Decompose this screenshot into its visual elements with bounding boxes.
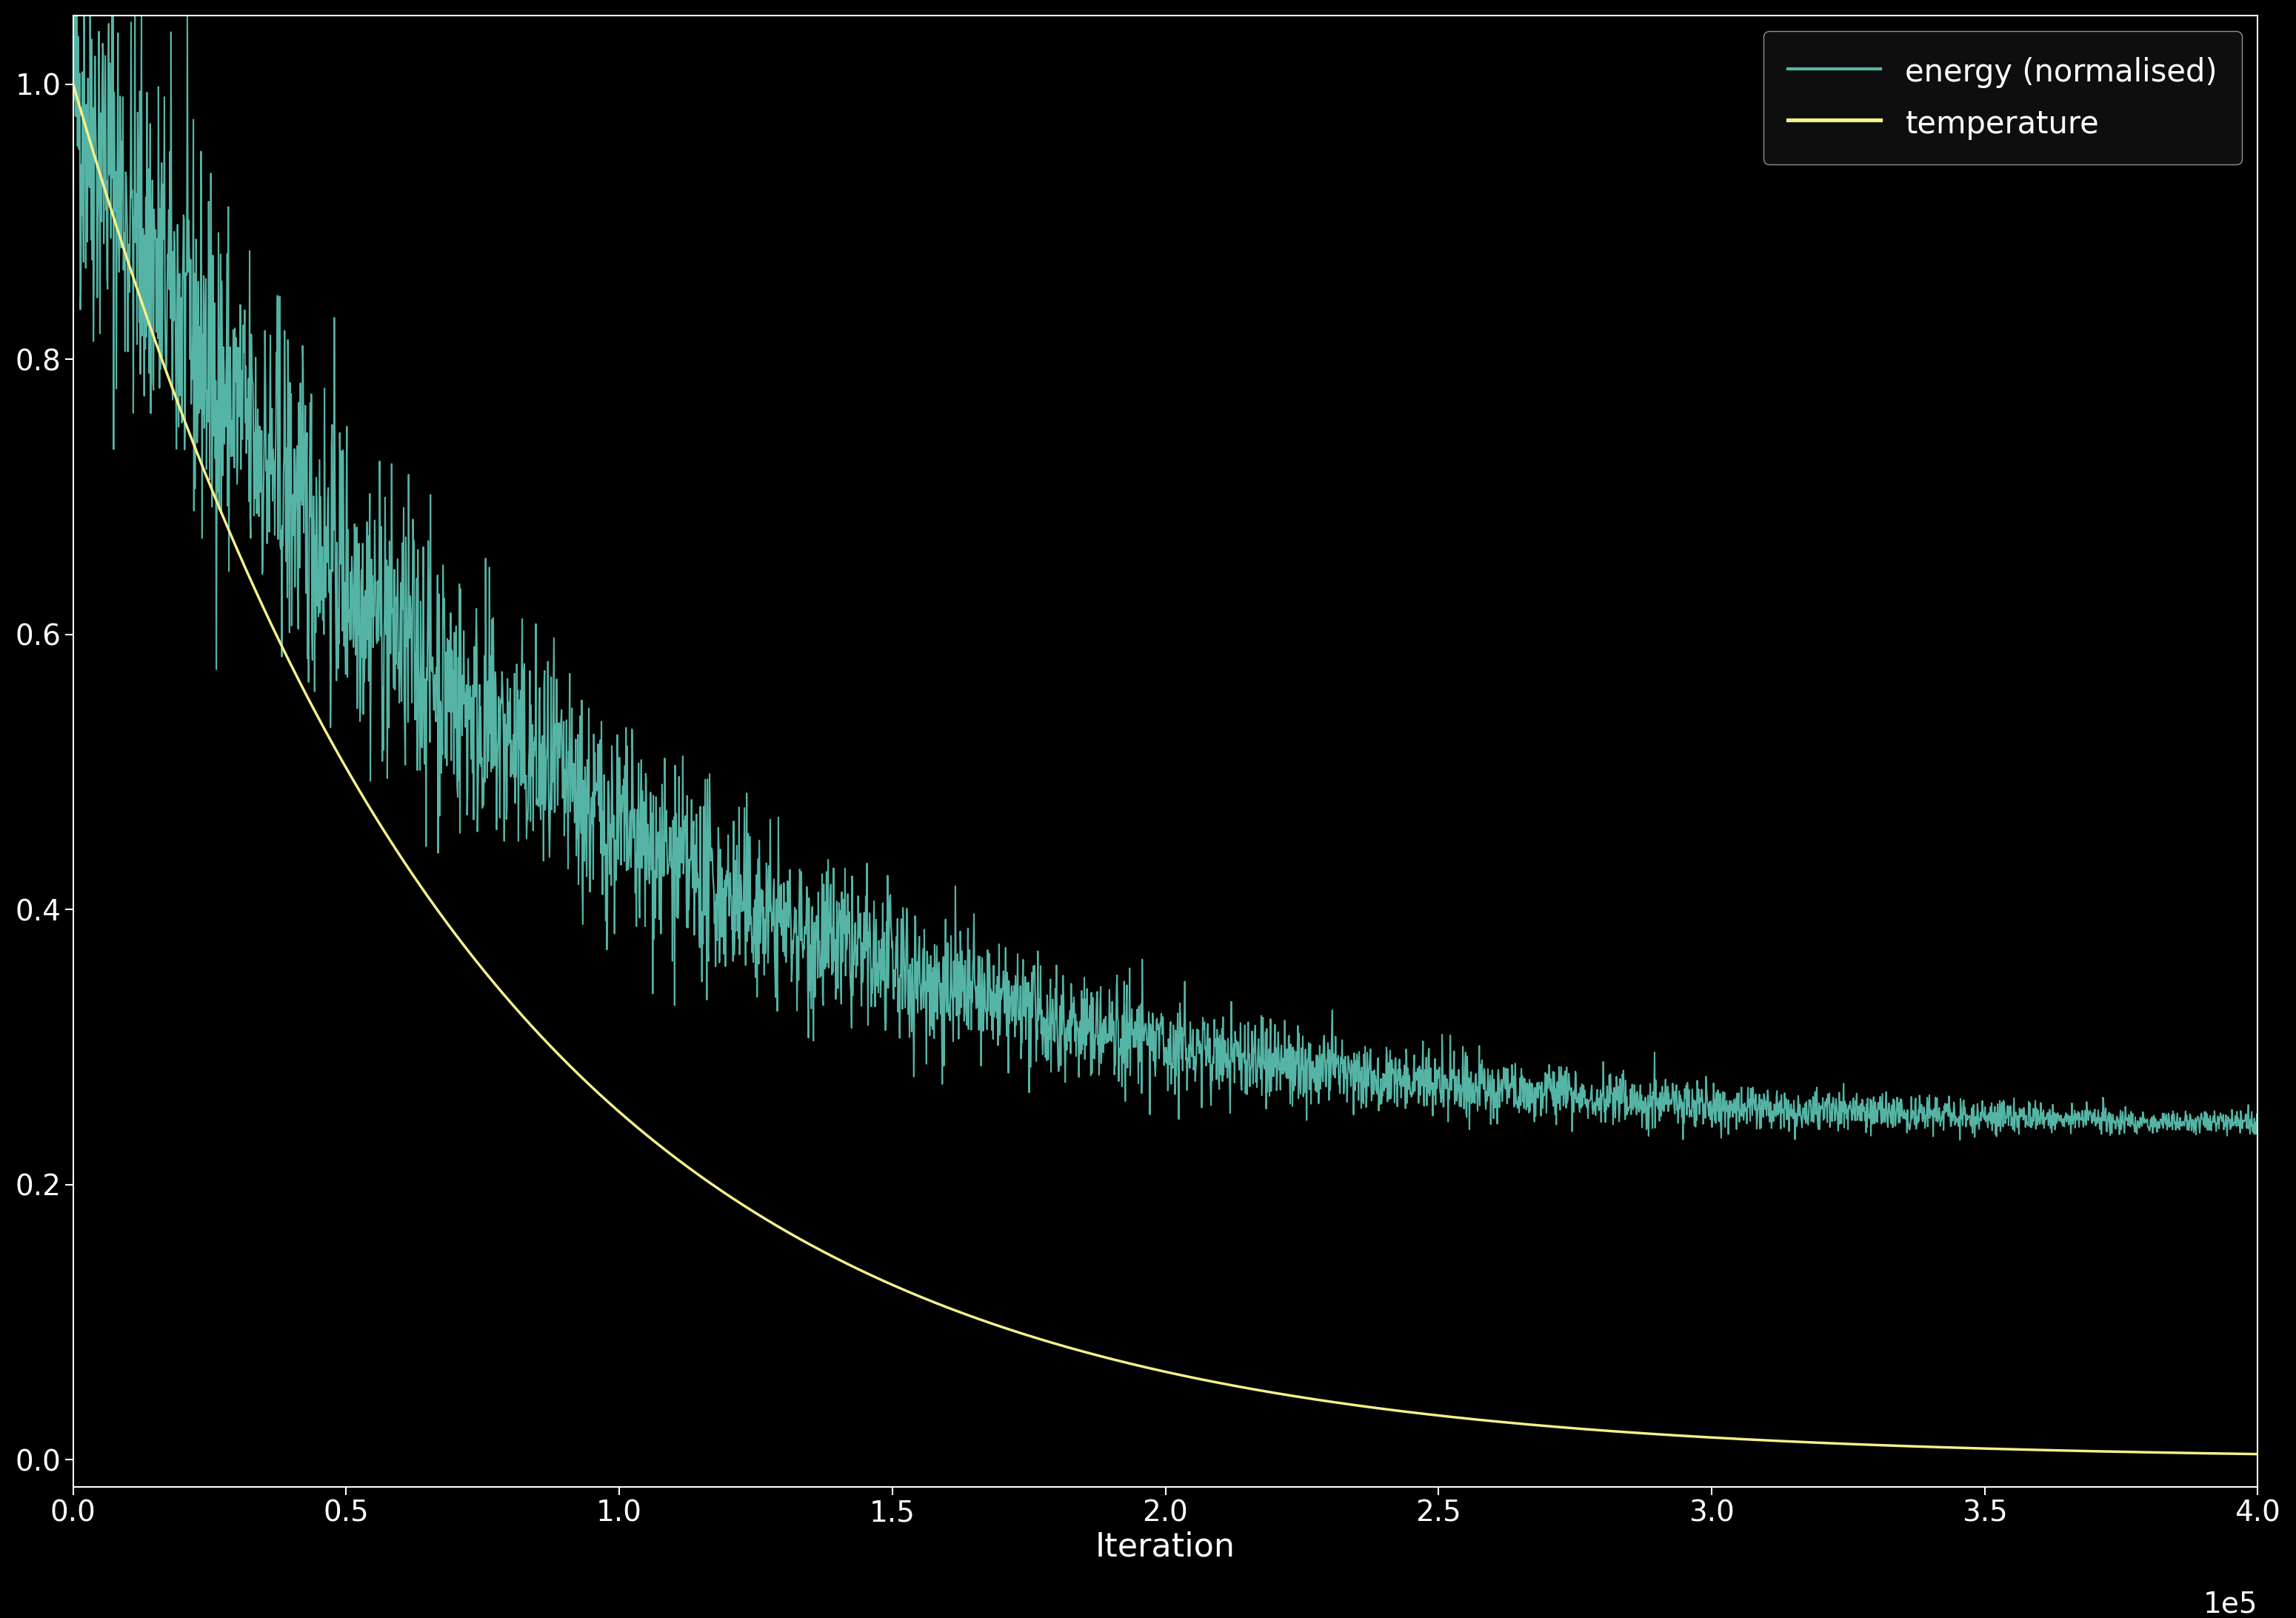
energy (normalised) bbox=[1097, 1032, 1125, 1052]
temperature bbox=[2069, 1442, 2096, 1461]
energy (normalised) bbox=[2069, 1110, 2096, 1129]
Legend: energy (normalised), temperature: energy (normalised), temperature bbox=[1763, 31, 2243, 165]
energy (normalised) bbox=[1646, 1097, 1674, 1116]
temperature bbox=[978, 1314, 1006, 1333]
energy (normalised) bbox=[978, 993, 1006, 1013]
temperature bbox=[60, 74, 87, 94]
energy (normalised) bbox=[62, 6, 90, 26]
energy (normalised) bbox=[1947, 1129, 1975, 1149]
temperature bbox=[2243, 1445, 2271, 1464]
temperature bbox=[2177, 1443, 2204, 1463]
energy (normalised) bbox=[60, 19, 87, 39]
X-axis label: Iteration: Iteration bbox=[1095, 1531, 1235, 1563]
energy (normalised) bbox=[2243, 1112, 2271, 1131]
temperature bbox=[1097, 1349, 1125, 1369]
temperature bbox=[1646, 1425, 1674, 1445]
temperature bbox=[994, 1319, 1022, 1338]
Line: temperature: temperature bbox=[73, 84, 2257, 1455]
Text: 1e5: 1e5 bbox=[2204, 1590, 2257, 1618]
energy (normalised) bbox=[994, 971, 1022, 990]
energy (normalised) bbox=[2179, 1121, 2206, 1141]
Line: energy (normalised): energy (normalised) bbox=[73, 16, 2257, 1139]
